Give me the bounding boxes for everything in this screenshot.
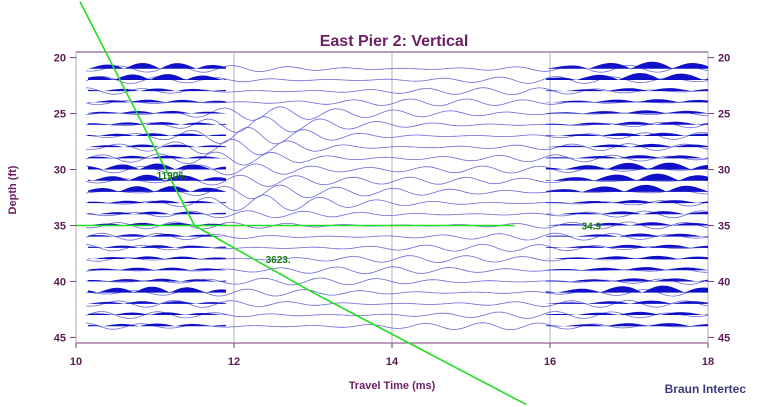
trace-fill <box>88 63 226 69</box>
trace-line <box>85 299 709 308</box>
trace-fill <box>546 255 708 260</box>
trace-fill <box>88 74 226 80</box>
y-tick-label-right: 45 <box>718 332 730 344</box>
y-tick-label-right: 30 <box>718 165 730 177</box>
trace-line <box>85 266 708 275</box>
x-ticks: 10 12 14 16 18 <box>70 343 714 368</box>
trace-fill <box>546 267 708 271</box>
x-tick-label: 16 <box>544 356 556 368</box>
trace-fill <box>546 300 708 304</box>
trace-fill <box>88 323 226 327</box>
trace-fill <box>546 73 708 80</box>
credit-label: Braun Intertec <box>665 382 747 396</box>
trace-fill <box>546 323 708 327</box>
trace-fill <box>546 162 708 170</box>
y-tick-label-right: 25 <box>718 109 730 121</box>
seismic-traces <box>85 61 709 331</box>
trace-fill <box>546 200 708 204</box>
annotation-label: 34.9 <box>582 221 602 232</box>
trace-fill <box>546 233 708 237</box>
trace-line <box>85 106 708 121</box>
trace-line <box>85 210 709 219</box>
y-tick-label-left: 30 <box>54 165 66 177</box>
series-line <box>79 1 527 406</box>
x-tick-label: 18 <box>702 356 714 368</box>
trace-fill <box>546 184 708 192</box>
y-ticks-right: 20 25 30 35 40 45 <box>708 53 730 344</box>
trace-line <box>85 232 709 241</box>
trace-fill <box>88 144 226 148</box>
trace-fill <box>546 311 708 316</box>
trace-fill <box>88 163 226 170</box>
y-tick-label-left: 45 <box>54 332 66 344</box>
trace-fill <box>546 285 708 293</box>
trace-line <box>85 311 709 319</box>
chart-title: East Pier 2: Vertical <box>320 33 469 50</box>
x-axis-label: Travel Time (ms) <box>349 380 436 392</box>
trace-fill <box>88 186 226 192</box>
trace-fill <box>546 110 708 114</box>
trace-fill <box>88 99 226 103</box>
y-tick-label-right: 35 <box>718 220 730 232</box>
y-ticks-left: 20 25 30 35 40 45 <box>54 53 76 344</box>
trace-fill <box>546 278 708 282</box>
trace-fill <box>88 88 226 92</box>
trace-fill <box>88 122 226 125</box>
grid-lines <box>75 52 709 343</box>
y-tick-label-left: 25 <box>54 109 66 121</box>
trace-fill <box>546 211 708 215</box>
trace-fill <box>88 256 226 260</box>
y-tick-label-left: 40 <box>54 276 66 288</box>
trace-fill <box>88 278 226 282</box>
trace-line <box>85 64 709 73</box>
trace-line <box>85 184 708 200</box>
x-tick-label: 12 <box>228 356 240 368</box>
y-tick-label-left: 35 <box>54 220 66 232</box>
trace-fill <box>546 88 708 92</box>
y-tick-label-right: 20 <box>718 53 730 65</box>
trace-fill <box>546 132 708 136</box>
annotation-label: 3623. <box>266 255 291 266</box>
trace-fill <box>546 121 708 125</box>
y-tick-label-right: 40 <box>718 276 730 288</box>
trace-fill <box>546 173 708 181</box>
trace-fill <box>88 267 226 271</box>
trace-fill <box>88 286 226 293</box>
trace-line <box>85 127 709 145</box>
trace-fill <box>546 155 708 159</box>
trace-fill <box>546 143 708 148</box>
trace-fill <box>88 155 226 159</box>
trace-fill <box>88 200 226 204</box>
trace-line <box>85 277 709 286</box>
trace-line <box>85 138 709 156</box>
y-axis-label: Depth (ft) <box>7 165 19 214</box>
x-tick-label: 14 <box>386 356 399 368</box>
trace-fill <box>88 110 226 114</box>
annotations: 11906. 3623. 34.9 <box>157 171 602 266</box>
trace-fill <box>88 211 226 215</box>
trace-fill <box>546 61 708 69</box>
trace-fill <box>88 234 226 237</box>
trace-fill <box>88 312 226 316</box>
annotation-label: 11906. <box>157 171 187 182</box>
trace-fill <box>88 133 226 136</box>
trace-fill <box>88 174 226 181</box>
trace-fill <box>88 301 226 304</box>
series-lines <box>76 1 527 406</box>
y-tick-label-left: 20 <box>54 53 66 65</box>
trace-fill <box>546 99 708 103</box>
trace-fill <box>546 244 708 248</box>
trace-line <box>85 151 709 166</box>
x-tick-label: 10 <box>70 356 82 368</box>
trace-fill <box>546 222 708 226</box>
trace-fill <box>88 245 226 248</box>
